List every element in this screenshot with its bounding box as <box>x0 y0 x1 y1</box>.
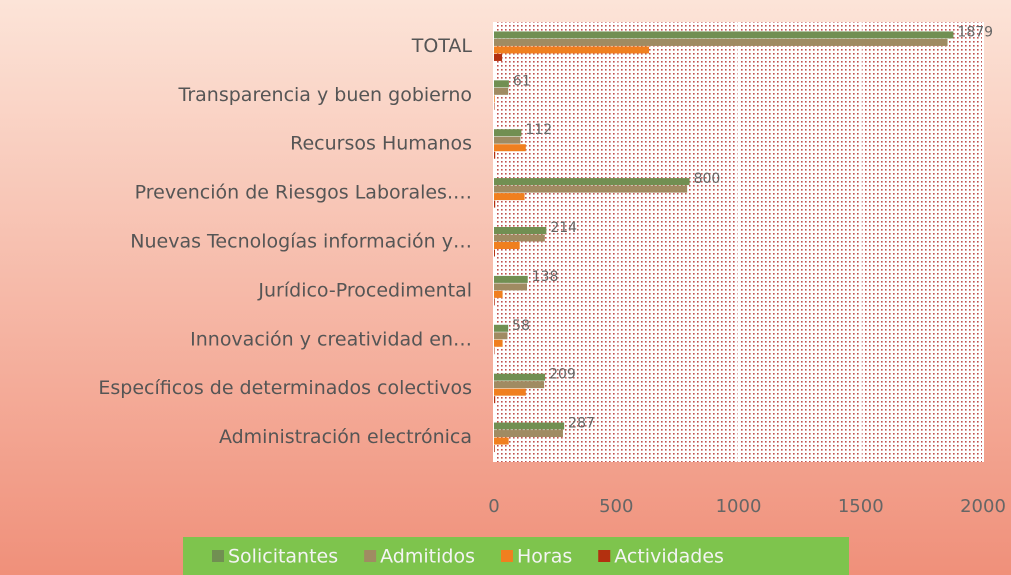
data-label: 1879 <box>957 24 993 40</box>
data-label: 287 <box>568 416 595 432</box>
bar <box>494 80 509 88</box>
x-tick-label: 2000 <box>960 496 1006 517</box>
bar <box>494 430 563 438</box>
y-tick-label: Recursos Humanos <box>290 133 472 155</box>
data-label: 138 <box>532 269 559 285</box>
bar <box>494 200 496 208</box>
bar <box>494 422 565 430</box>
bar <box>494 373 546 381</box>
data-label: 61 <box>513 73 531 89</box>
legend-swatch <box>212 550 224 562</box>
y-tick-label: Específicos de determinados colectivos <box>98 377 472 399</box>
legend-label: Admitidos <box>380 546 475 568</box>
data-label: 214 <box>550 220 577 236</box>
bar <box>494 283 528 291</box>
bar <box>494 242 520 249</box>
y-tick-label: TOTAL <box>411 35 473 57</box>
legend-swatch <box>598 550 611 562</box>
bar <box>494 151 496 159</box>
bar <box>494 129 522 137</box>
bar <box>494 396 496 404</box>
data-label: 58 <box>512 318 530 334</box>
y-tick-label: Innovación y creatividad en… <box>190 328 472 350</box>
y-tick-label: Administración electrónica <box>219 426 472 448</box>
bar <box>494 445 495 453</box>
bar <box>494 178 690 186</box>
data-label: 209 <box>549 367 576 383</box>
bar <box>494 87 509 95</box>
bar <box>494 275 528 283</box>
x-tick-label: 1500 <box>838 496 884 517</box>
bar <box>494 332 508 340</box>
bar <box>494 46 650 54</box>
bar <box>494 324 509 332</box>
bar <box>494 298 495 306</box>
bar <box>494 144 526 152</box>
y-tick-label: Jurídico-Procedimental <box>257 279 472 301</box>
bar <box>494 388 526 396</box>
y-tick-label: Nuevas Tecnologías información y… <box>130 231 472 253</box>
bar <box>494 290 503 298</box>
y-tick-label: Prevención de Riesgos Laborales.… <box>135 182 472 204</box>
bar <box>494 227 547 234</box>
bar <box>494 234 545 242</box>
bar <box>494 136 521 144</box>
bar <box>494 38 948 46</box>
bar <box>494 185 688 193</box>
legend-swatch <box>500 550 513 562</box>
bar <box>494 95 495 103</box>
legend-label: Horas <box>517 546 572 568</box>
bar <box>494 249 495 257</box>
legend-box <box>183 537 849 575</box>
legend-label: Actividades <box>614 546 724 568</box>
x-tick-label: 0 <box>488 496 499 517</box>
legend-label: Solicitantes <box>228 546 338 568</box>
bar <box>494 381 545 389</box>
x-tick-label: 1000 <box>716 496 762 517</box>
bar <box>494 339 503 347</box>
legend-swatch <box>364 550 377 562</box>
bar <box>494 53 503 61</box>
bar <box>494 31 954 39</box>
bar <box>494 193 525 201</box>
data-label: 112 <box>525 122 552 138</box>
data-label: 800 <box>694 171 721 187</box>
bar <box>494 437 509 445</box>
y-tick-label: Transparencia y buen gobierno <box>178 84 472 106</box>
x-tick-label: 500 <box>599 496 633 517</box>
